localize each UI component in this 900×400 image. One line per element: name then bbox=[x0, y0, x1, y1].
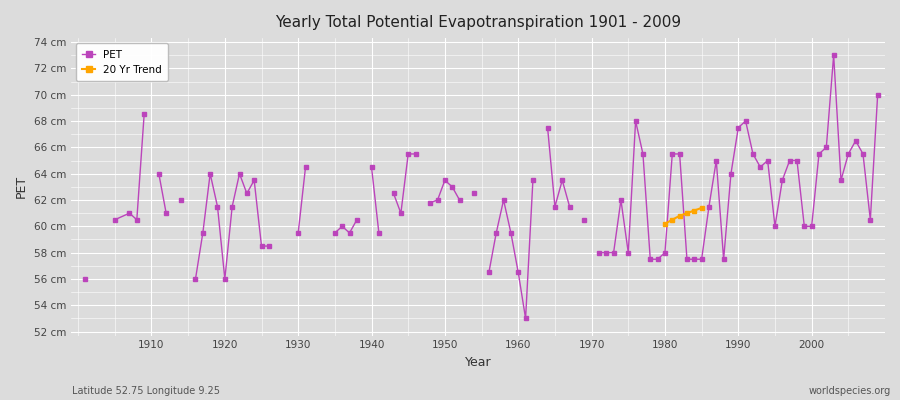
Text: Latitude 52.75 Longitude 9.25: Latitude 52.75 Longitude 9.25 bbox=[72, 386, 220, 396]
Text: worldspecies.org: worldspecies.org bbox=[809, 386, 891, 396]
Title: Yearly Total Potential Evapotranspiration 1901 - 2009: Yearly Total Potential Evapotranspiratio… bbox=[274, 15, 681, 30]
Legend: PET, 20 Yr Trend: PET, 20 Yr Trend bbox=[76, 43, 168, 81]
Y-axis label: PET: PET bbox=[15, 175, 28, 198]
X-axis label: Year: Year bbox=[464, 356, 491, 369]
